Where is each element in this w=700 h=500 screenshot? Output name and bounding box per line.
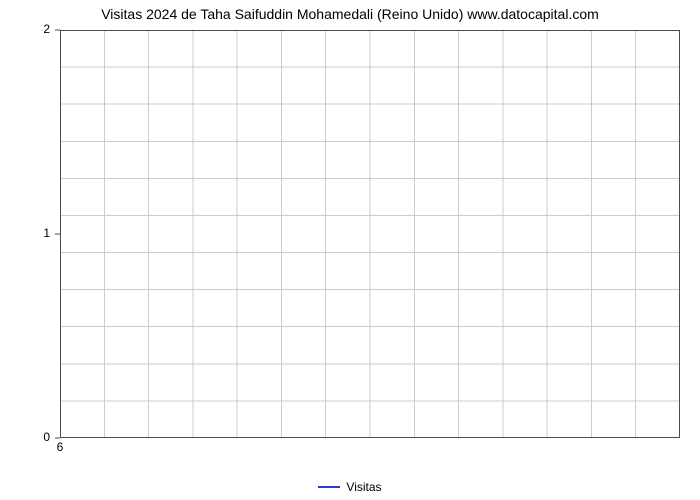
- y-tick-label: 1: [30, 226, 50, 240]
- legend: Visitas: [0, 480, 700, 494]
- x-tick-label: 6: [54, 440, 66, 454]
- y-tick-label: 2: [30, 22, 50, 36]
- legend-line: [318, 486, 340, 488]
- y-tick-label: 0: [30, 430, 50, 444]
- chart-container: Visitas 2024 de Taha Saifuddin Mohamedal…: [0, 0, 700, 500]
- chart-title: Visitas 2024 de Taha Saifuddin Mohamedal…: [0, 6, 700, 22]
- plot-area: [60, 30, 680, 438]
- grid-svg: [60, 30, 680, 438]
- legend-label: Visitas: [346, 480, 381, 494]
